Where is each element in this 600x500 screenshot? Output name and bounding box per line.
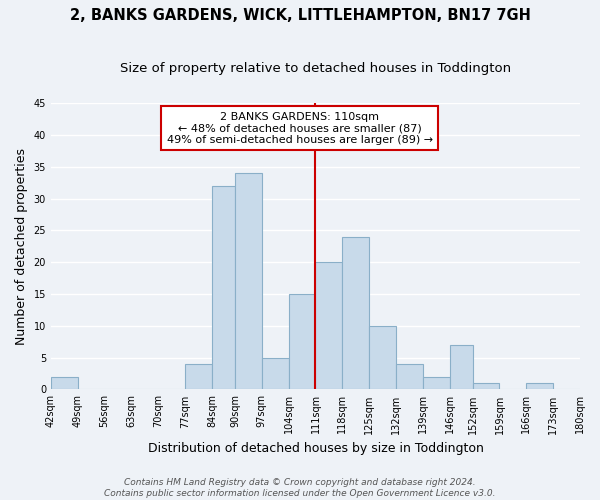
Text: 2, BANKS GARDENS, WICK, LITTLEHAMPTON, BN17 7GH: 2, BANKS GARDENS, WICK, LITTLEHAMPTON, B… (70, 8, 530, 22)
Text: 2 BANKS GARDENS: 110sqm
← 48% of detached houses are smaller (87)
49% of semi-de: 2 BANKS GARDENS: 110sqm ← 48% of detache… (167, 112, 433, 145)
Text: Contains HM Land Registry data © Crown copyright and database right 2024.
Contai: Contains HM Land Registry data © Crown c… (104, 478, 496, 498)
Bar (51, 376, 78, 390)
Bar (185, 364, 212, 390)
Bar (289, 294, 316, 390)
Bar (369, 326, 396, 390)
Bar (212, 186, 235, 390)
Bar (235, 173, 262, 390)
Bar (473, 383, 499, 390)
Title: Size of property relative to detached houses in Toddington: Size of property relative to detached ho… (120, 62, 511, 76)
Bar (526, 383, 553, 390)
Bar (316, 262, 342, 390)
X-axis label: Distribution of detached houses by size in Toddington: Distribution of detached houses by size … (148, 442, 484, 455)
Bar (449, 345, 473, 390)
Bar (423, 376, 449, 390)
Bar (262, 358, 289, 390)
Bar (342, 236, 369, 390)
Y-axis label: Number of detached properties: Number of detached properties (15, 148, 28, 344)
Bar (396, 364, 423, 390)
